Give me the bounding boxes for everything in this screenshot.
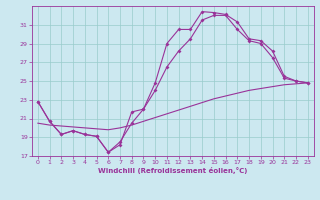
X-axis label: Windchill (Refroidissement éolien,°C): Windchill (Refroidissement éolien,°C) bbox=[98, 167, 247, 174]
